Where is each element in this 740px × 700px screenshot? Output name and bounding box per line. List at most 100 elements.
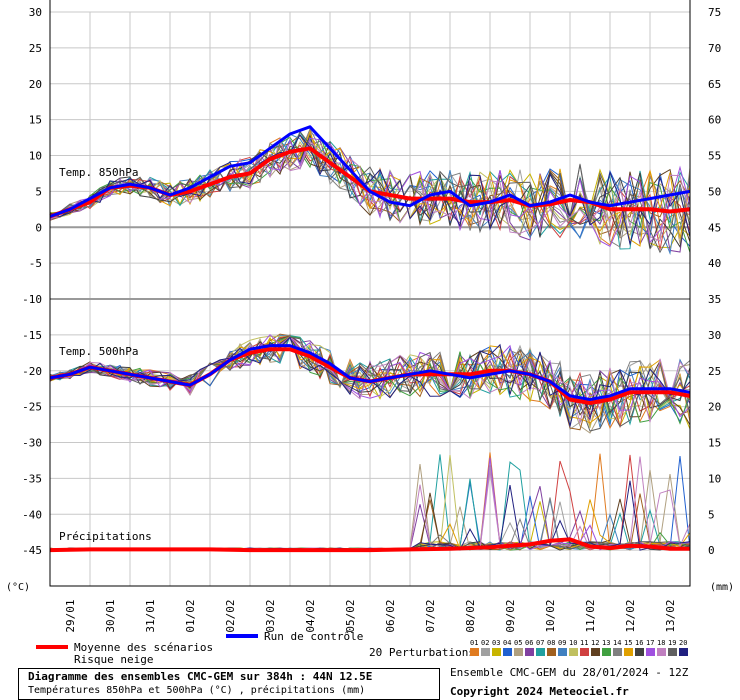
plot-frame bbox=[49, 0, 691, 587]
perturbation-swatch bbox=[470, 648, 479, 656]
perturbation-swatch bbox=[624, 648, 633, 656]
y-tick-label-right: 5 bbox=[708, 508, 715, 521]
perturbation-swatch bbox=[580, 648, 589, 656]
perturbation-number: 11 bbox=[580, 639, 589, 647]
perturbation-number: 15 bbox=[624, 639, 633, 647]
y-tick-label-right: 55 bbox=[708, 150, 721, 163]
x-tick-label: 12/02 bbox=[624, 599, 637, 632]
legend-mean-swatch bbox=[36, 645, 68, 649]
control-run-line bbox=[49, 125, 691, 218]
panel-label-t500: Temp. 500hPa bbox=[59, 345, 138, 358]
x-tick-label: 08/02 bbox=[464, 599, 477, 632]
legend-control-label: Run de contrôle bbox=[264, 630, 364, 643]
y-tick-label-left: -25 bbox=[22, 401, 42, 414]
perturbation-swatch bbox=[679, 648, 688, 656]
legend-risk-label: Risque neige bbox=[74, 653, 154, 666]
perturbation-swatch bbox=[492, 648, 501, 656]
perturbation-number: 04 bbox=[503, 639, 512, 647]
x-tick-label: 03/02 bbox=[264, 599, 277, 632]
perturbation-line-500 bbox=[49, 336, 691, 425]
x-tick-label: 09/02 bbox=[504, 599, 517, 632]
title-box bbox=[18, 668, 440, 700]
y-tick-label-right: 15 bbox=[708, 437, 721, 450]
y-tick-label-right: 10 bbox=[708, 472, 721, 485]
perturbation-number: 18 bbox=[657, 639, 666, 647]
perturbation-swatch bbox=[635, 648, 644, 656]
perturbation-number: 02 bbox=[481, 639, 490, 647]
perturbation-swatch bbox=[569, 648, 578, 656]
y-tick-label-left: -45 bbox=[22, 544, 42, 557]
perturbation-swatch bbox=[558, 648, 567, 656]
chart-subtitle: Températures 850hPa et 500hPa (°C) , pré… bbox=[28, 685, 366, 696]
perturbation-line-500 bbox=[49, 333, 691, 418]
perturbation-number: 20 bbox=[679, 639, 688, 647]
y-tick-label-right: 0 bbox=[708, 544, 715, 557]
y-tick-label-right: 40 bbox=[708, 257, 721, 270]
y-tick-label-right: 35 bbox=[708, 293, 721, 306]
panel-label-t850: Temp. 850hPa bbox=[59, 166, 138, 179]
y-tick-label-right: 50 bbox=[708, 185, 721, 198]
perturbation-number: 07 bbox=[536, 639, 545, 647]
perturbation-swatch bbox=[668, 648, 677, 656]
y-tick-label-left: -5 bbox=[29, 257, 42, 270]
y-tick-label-right: 20 bbox=[708, 401, 721, 414]
perturbation-number: 06 bbox=[525, 639, 534, 647]
perturbation-number: 01 bbox=[470, 639, 479, 647]
y-tick-label-right: 45 bbox=[708, 221, 721, 234]
y-tick-label-left: -35 bbox=[22, 472, 42, 485]
y-tick-label-right: 65 bbox=[708, 78, 721, 91]
x-tick-label: 10/02 bbox=[544, 599, 557, 632]
chart-title: Diagramme des ensembles CMC-GEM sur 384h… bbox=[28, 670, 373, 683]
y-tick-label-right: 30 bbox=[708, 329, 721, 342]
perturbation-swatch bbox=[591, 648, 600, 656]
y-tick-label-left: 5 bbox=[35, 185, 42, 198]
series-lines bbox=[49, 125, 691, 553]
perturbation-number: 17 bbox=[646, 639, 655, 647]
perturbation-number: 14 bbox=[613, 639, 622, 647]
left-axis-unit: (°C) bbox=[6, 582, 30, 593]
x-tick-label: 01/02 bbox=[184, 599, 197, 632]
ensemble-mean-line bbox=[49, 537, 690, 553]
perturbation-number: 03 bbox=[492, 639, 501, 647]
y-tick-label-right: 75 bbox=[708, 6, 721, 19]
y-tick-label-left: 30 bbox=[29, 6, 42, 19]
x-tick-label: 29/01 bbox=[64, 599, 77, 632]
perturbation-swatch bbox=[657, 648, 666, 656]
x-tick-label: 11/02 bbox=[584, 599, 597, 632]
y-tick-label-left: -10 bbox=[22, 293, 42, 306]
perturbation-number: 12 bbox=[591, 639, 600, 647]
y-tick-label-right: 70 bbox=[708, 42, 721, 55]
legend-perturbations-label: 20 Perturbations bbox=[369, 646, 475, 659]
perturbation-swatch bbox=[547, 648, 556, 656]
y-tick-label-left: 10 bbox=[29, 150, 42, 163]
perturbation-number: 08 bbox=[547, 639, 556, 647]
y-tick-label-left: -30 bbox=[22, 437, 42, 450]
control-run-line bbox=[49, 344, 691, 401]
y-tick-label-left: -40 bbox=[22, 508, 42, 521]
grid bbox=[49, 11, 691, 586]
perturbation-number: 10 bbox=[569, 639, 578, 647]
right-axis-unit: (mm) bbox=[710, 582, 734, 593]
perturbation-swatch bbox=[514, 648, 523, 656]
legend-control-swatch bbox=[226, 634, 258, 638]
perturbation-line-850 bbox=[49, 133, 691, 249]
y-tick-label-left: -20 bbox=[22, 365, 42, 378]
perturbation-swatch bbox=[536, 648, 545, 656]
x-tick-label: 05/02 bbox=[344, 599, 357, 632]
y-tick-label-left: 15 bbox=[29, 114, 42, 127]
perturbation-swatch bbox=[602, 648, 611, 656]
perturbation-swatch bbox=[646, 648, 655, 656]
perturbation-swatch bbox=[481, 648, 490, 656]
x-tick-label: 02/02 bbox=[224, 599, 237, 632]
x-tick-label: 07/02 bbox=[424, 599, 437, 632]
perturbation-number: 13 bbox=[602, 639, 611, 647]
x-tick-label: 13/02 bbox=[664, 599, 677, 632]
x-tick-label: 04/02 bbox=[304, 599, 317, 632]
perturbation-line-850 bbox=[49, 130, 691, 254]
y-tick-label-right: 60 bbox=[708, 114, 721, 127]
perturbation-swatch bbox=[503, 648, 512, 656]
perturbation-number: 16 bbox=[635, 639, 644, 647]
x-tick-label: 06/02 bbox=[384, 599, 397, 632]
x-tick-label: 31/01 bbox=[144, 599, 157, 632]
